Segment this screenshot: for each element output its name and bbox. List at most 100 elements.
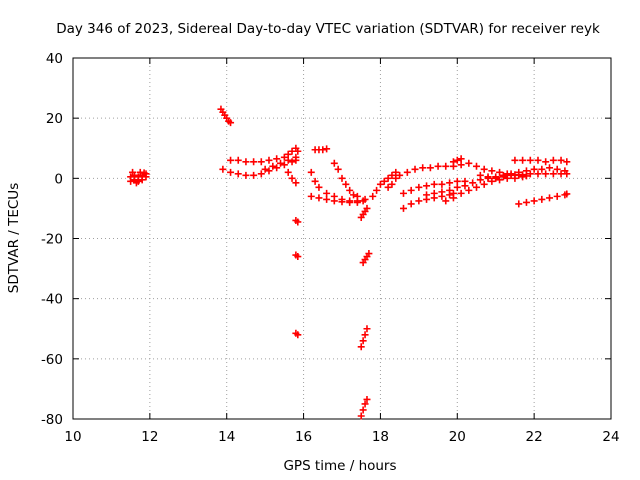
series-arc-24 [476,171,530,182]
chart-title: Day 346 of 2023, Sidereal Day-to-day VTE… [56,21,600,37]
data-point [442,162,450,170]
data-point [357,343,365,351]
series-arc-21 [442,173,527,205]
data-point [323,145,331,153]
data-point [423,182,431,190]
data-point [407,186,415,194]
data-point [242,171,250,179]
series-arc-2 [217,105,235,127]
plot-frame [72,57,612,420]
data-point [519,156,527,164]
data-point [515,171,523,179]
data-point [499,173,507,181]
data-point [250,171,258,179]
data-point [363,395,371,403]
data-point [294,218,302,226]
data-point [219,165,227,173]
data-point [353,192,361,200]
data-point [227,119,235,127]
series-arc-10 [330,159,361,200]
data-point [415,197,423,205]
data-point [265,156,273,164]
data-point [292,153,300,161]
series-arc-23 [511,156,571,166]
data-point [376,180,384,188]
data-point [434,162,442,170]
data-point [526,156,534,164]
data-point [363,204,371,212]
data-point [257,170,265,178]
data-point [138,176,146,184]
data-point [359,406,367,414]
data-point [359,197,367,205]
y-tick-label: 40 [46,51,63,67]
x-tick-label: 12 [141,429,158,445]
data-point [242,158,250,166]
data-point [453,177,461,185]
data-point [384,174,392,182]
series-arc-1 [127,168,150,187]
data-points [127,105,571,420]
data-point [396,171,404,179]
x-tick-label: 14 [218,429,235,445]
series-arc-7 [311,145,331,154]
data-point [288,158,296,166]
data-point [273,164,281,172]
data-point [453,183,461,191]
data-point [546,194,554,202]
series-arc-5 [261,147,302,187]
data-point [311,177,319,185]
data-point [430,189,438,197]
data-point [140,169,148,177]
data-point [415,183,423,191]
data-point [273,155,281,163]
x-tick-label: 22 [526,429,543,445]
data-point [227,156,235,164]
data-point [127,177,135,185]
data-point [338,198,346,206]
data-point [284,168,292,176]
data-point [315,183,323,191]
data-point [553,165,561,173]
data-point [507,171,515,179]
data-point [484,173,492,181]
data-point [480,165,488,173]
data-point [446,179,454,187]
data-point [563,190,571,198]
y-tick-label: -20 [41,232,63,248]
y-tick-label: -60 [41,352,63,368]
data-point [534,170,542,178]
data-point [403,168,411,176]
data-point [465,159,473,167]
series-arc-6 [292,216,302,339]
data-point [261,165,269,173]
data-point [265,167,273,175]
data-point [399,204,407,212]
data-point [449,158,457,166]
series-arc-18 [396,161,465,179]
series-arc-4 [219,156,300,179]
data-point [549,156,557,164]
data-point [549,170,557,178]
data-point [430,180,438,188]
data-point [511,174,519,182]
data-point [399,189,407,197]
data-point [522,172,530,180]
data-point [307,168,315,176]
data-point [227,168,235,176]
data-point [553,192,561,200]
series-arc-13 [357,325,371,351]
data-point [473,162,480,170]
data-point [530,165,538,173]
x-axis-label: GPS time / hours [283,458,396,474]
data-point [526,170,534,178]
data-point [519,173,527,181]
axis-ticks: 10 12 14 16 18 20 22 24 -80 -60 -40 -20 0 20 40 [41,51,620,445]
data-point [392,174,400,182]
data-point [280,153,288,161]
data-point [342,180,350,188]
data-point [269,162,277,170]
data-point [319,146,327,154]
data-point [480,180,488,188]
